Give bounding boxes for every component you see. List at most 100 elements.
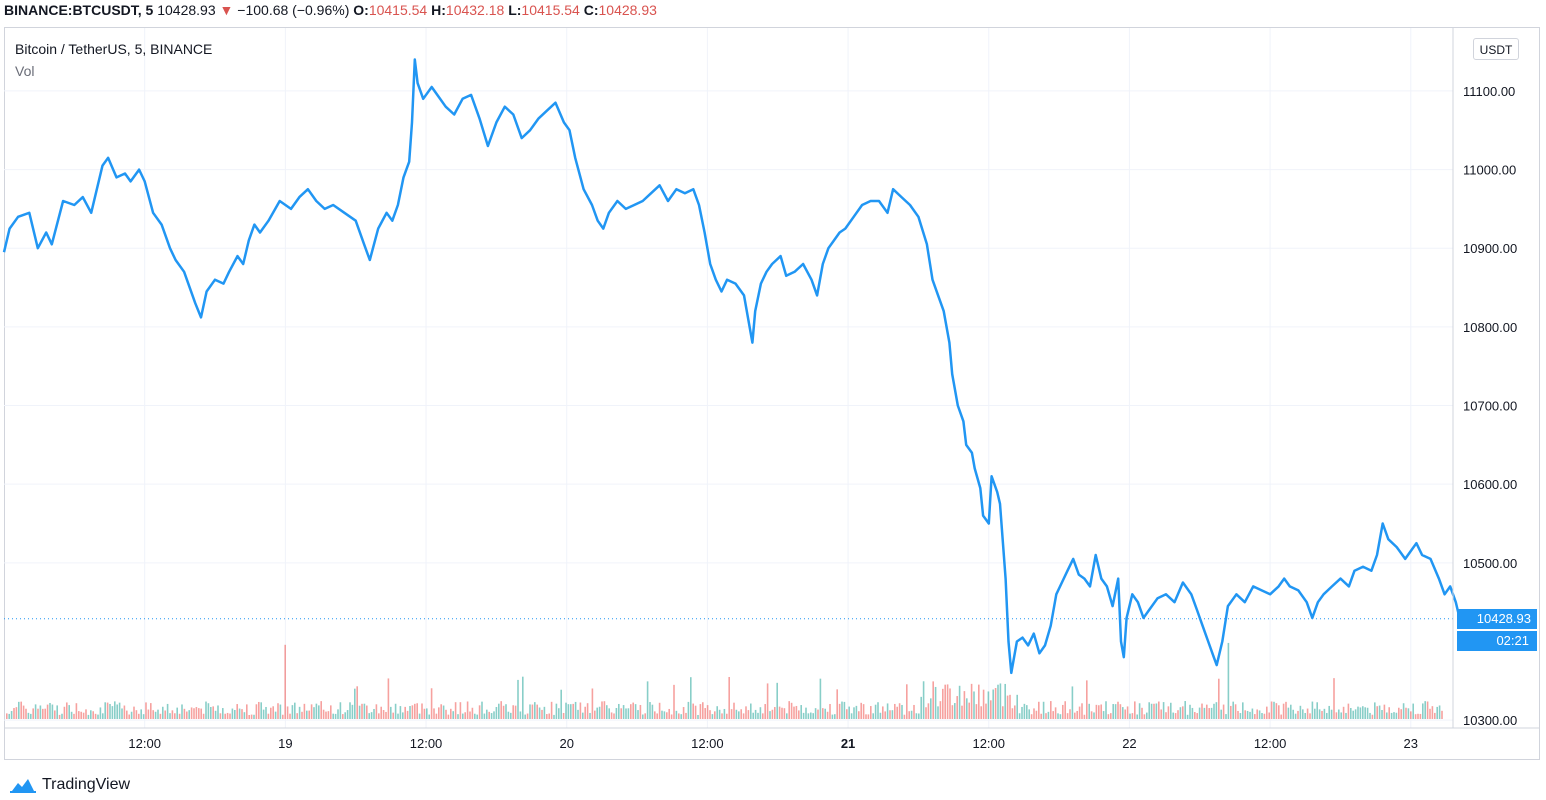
volume-bar (1018, 713, 1021, 719)
volume-bar (1256, 709, 1258, 719)
volume-bar (836, 689, 838, 719)
volume-bar (1378, 705, 1381, 719)
volume-bar (274, 711, 277, 719)
volume-bar (1426, 701, 1429, 719)
volume-bar (927, 703, 930, 719)
volume-bar (824, 708, 826, 719)
volume-bar (1266, 706, 1268, 719)
volume-bar (774, 707, 776, 719)
volume-bar (730, 709, 733, 719)
volume-bar (1030, 714, 1033, 719)
volume-bar (344, 712, 346, 719)
volume-bar (1095, 704, 1098, 719)
volume-bar (1290, 704, 1292, 719)
volume-bar (118, 702, 121, 719)
volume-bar (267, 713, 270, 719)
volume-bar (529, 704, 531, 719)
chart-legend-title[interactable]: Bitcoin / TetherUS, 5, BINANCE (15, 41, 213, 57)
chart-frame[interactable] (4, 27, 1540, 760)
volume-bar (1210, 707, 1213, 719)
time-tick-label: 19 (278, 736, 292, 751)
time-tick-label: 12:00 (128, 736, 161, 751)
volume-bar (327, 711, 330, 719)
volume-bar (219, 713, 222, 719)
volume-bar (1422, 703, 1424, 719)
volume-bar (342, 714, 344, 719)
volume-bar (1009, 694, 1011, 719)
volume-bar (1362, 706, 1364, 719)
volume-bar (1335, 712, 1338, 719)
volume-bar (850, 713, 853, 719)
volume-bar (512, 705, 514, 719)
volume-bar (1146, 712, 1148, 719)
volume-bar (1424, 701, 1426, 719)
volume-bar (174, 713, 176, 719)
volume-bar (25, 708, 27, 719)
volume-bar (301, 711, 303, 719)
volume-bar (248, 714, 250, 719)
volume-bar (1172, 712, 1174, 719)
volume-bar (802, 712, 805, 719)
price-axis-labels[interactable]: 11100.00 11000.00 10900.00 10800.00 10700.00… (1463, 84, 1517, 728)
volume-bar (757, 712, 759, 719)
volume-bars (6, 642, 1443, 719)
volume-bar (1419, 713, 1422, 719)
volume-bar (579, 702, 582, 719)
price-series-line[interactable] (2, 58, 1463, 675)
volume-bar (723, 708, 726, 719)
volume-bar (1194, 712, 1196, 719)
volume-bar (1414, 714, 1417, 719)
volume-bar (330, 705, 332, 719)
volume-bar (577, 709, 579, 719)
volume-bar (1338, 709, 1340, 719)
volume-bar (392, 712, 394, 719)
volume-bar (1246, 710, 1249, 719)
volume-bar (987, 691, 990, 719)
volume-bar (231, 708, 234, 719)
volume-bar (224, 713, 226, 719)
time-axis-labels[interactable]: 12:00 19 12:00 20 12:00 21 12:00 22 12:00 23 (128, 736, 1418, 751)
volume-bar (889, 710, 891, 719)
volume-bar (1249, 711, 1251, 719)
volume-bar (1174, 713, 1177, 719)
price-tick-label: 10700.00 (1463, 399, 1517, 414)
volume-bar (1098, 705, 1100, 719)
volume-bar (862, 704, 865, 719)
volume-bar (1062, 704, 1064, 719)
volume-bar (78, 711, 80, 719)
volume-bar (678, 713, 680, 719)
volume-bar (680, 714, 682, 719)
volume-bar (1314, 708, 1316, 719)
volume-bar (639, 704, 642, 719)
volume-bar (572, 703, 574, 719)
volume-bar (565, 702, 567, 719)
volume-bar (896, 706, 898, 719)
volume-bar (243, 712, 246, 719)
volume-bar (922, 681, 925, 719)
volume-bar (656, 713, 658, 719)
symbol-name[interactable]: BINANCE:BTCUSDT, 5 (4, 2, 154, 18)
open-label: O: (353, 2, 369, 18)
symbol-header: BINANCE:BTCUSDT, 5 10428.93 ▼ −100.68 (−… (4, 0, 657, 20)
volume-bar (1318, 709, 1321, 719)
volume-bar (1155, 703, 1158, 719)
volume-bar (1342, 706, 1345, 719)
volume-bar (790, 702, 793, 719)
volume-bar (1261, 713, 1263, 719)
volume-bar (354, 688, 356, 719)
brand-logo[interactable]: TradingView (8, 773, 130, 797)
volume-bar (339, 702, 342, 719)
currency-selector[interactable]: USDT (1473, 38, 1519, 60)
volume-legend-label[interactable]: Vol (15, 63, 35, 79)
volume-bar (870, 706, 872, 719)
volume-bar (37, 708, 39, 719)
volume-bar (1158, 701, 1160, 719)
volume-bar (1393, 712, 1395, 719)
volume-bar (1441, 710, 1443, 719)
volume-bar (32, 708, 34, 719)
volume-bar (1112, 704, 1114, 719)
volume-bar (1059, 714, 1062, 719)
volume-bar (944, 684, 946, 719)
volume-bar (361, 703, 363, 719)
